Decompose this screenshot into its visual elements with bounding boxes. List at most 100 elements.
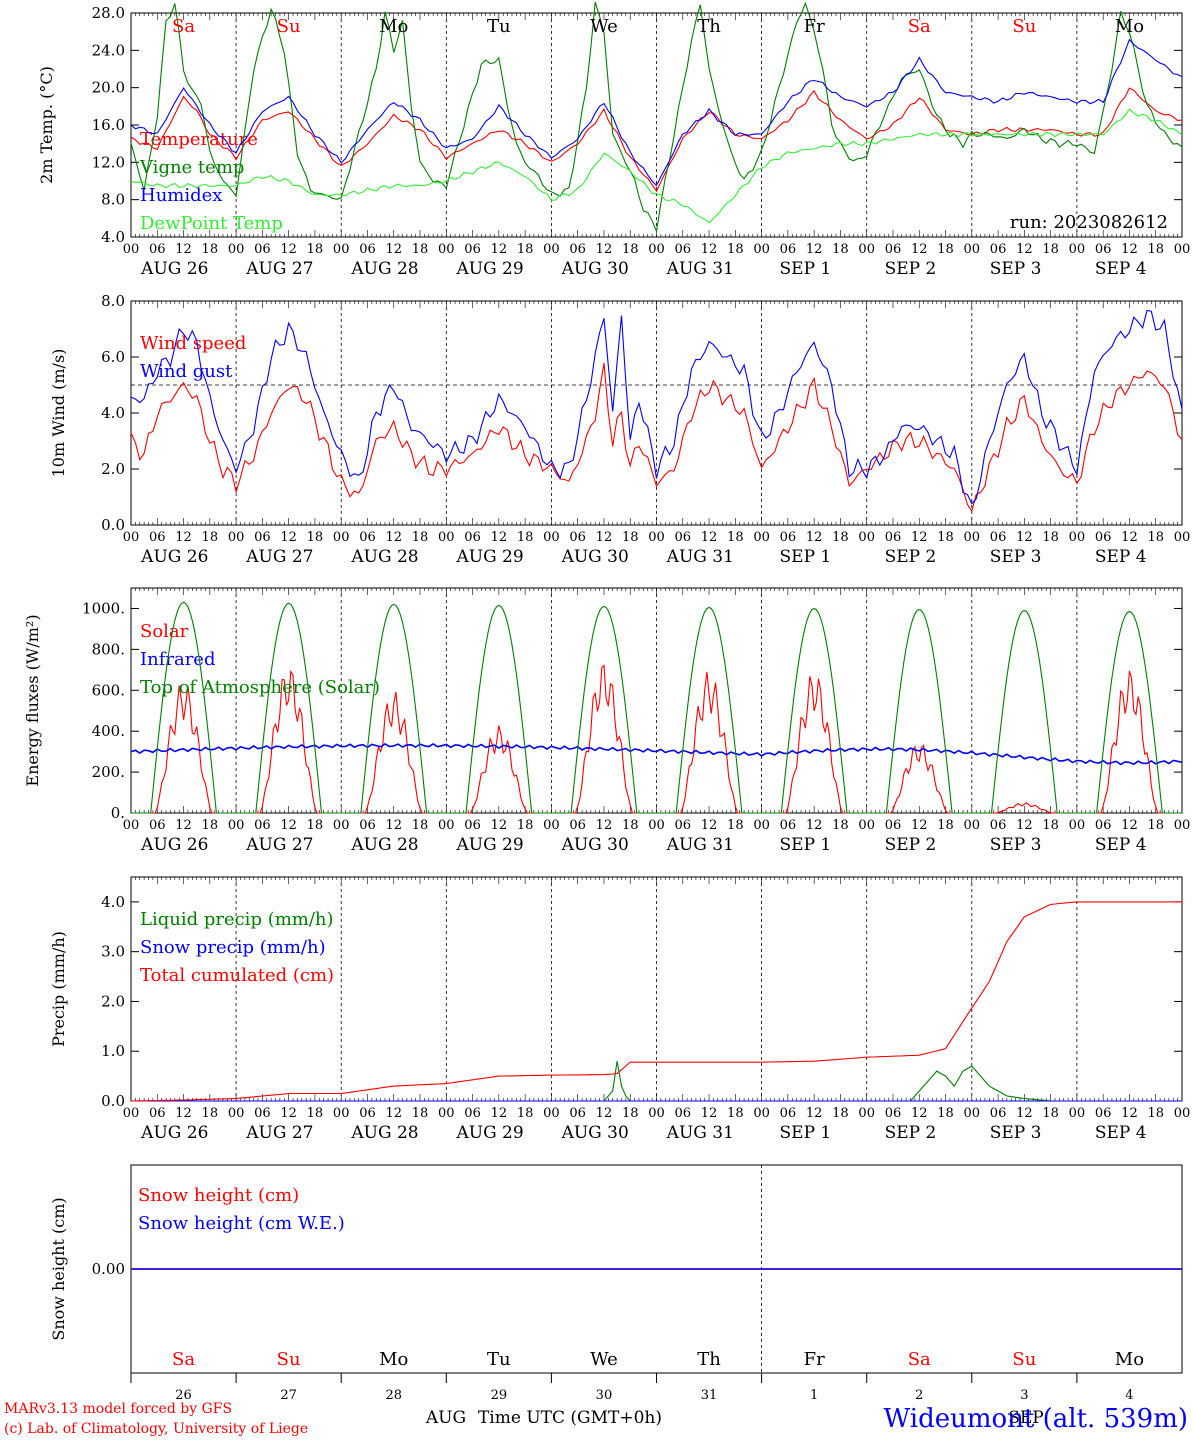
x-date-label: AUG 28 [350,835,418,855]
x-date-label: SEP 1 [780,835,832,855]
x-hour-label: 06 [990,242,1007,257]
y-tick-label: 4.0 [101,404,125,422]
x-date-label: AUG 29 [455,1123,523,1143]
bottom-day-name: Mo [1115,1349,1144,1370]
x-date-label: AUG 27 [245,835,313,855]
x-hour-label: 00 [1069,530,1086,545]
series-3 [130,108,1183,224]
series-0 [130,363,1183,513]
x-date-label: AUG 30 [561,1123,629,1143]
x-hour-label: 00 [648,530,665,545]
x-hour-label: 18 [412,818,429,833]
x-hour-label: 06 [149,1106,166,1121]
month-label-sep: SEP [1008,1408,1044,1428]
x-hour-label: 00 [648,242,665,257]
x-hour-label: 12 [385,530,402,545]
x-hour-label: 06 [569,242,586,257]
legend-entry: Snow height (cm) [138,1185,299,1206]
x-hour-label: 12 [1016,818,1033,833]
x-hour-label: 18 [622,818,639,833]
x-hour-label: 18 [517,818,534,833]
x-hour-label: 12 [175,530,192,545]
x-hour-label: 06 [254,818,271,833]
bottom-day-name: Mo [379,1349,408,1370]
x-date-label: AUG 27 [245,547,313,567]
series-2 [130,38,1183,187]
x-hour-label: 06 [990,1106,1007,1121]
x-hour-label: 06 [359,1106,376,1121]
x-hour-label: 00 [333,242,350,257]
credit-line-1: MARv3.13 model forced by GFS [4,1401,232,1417]
x-date-label: SEP 3 [990,1123,1042,1143]
x-hour-label: 12 [1121,1106,1138,1121]
x-hour-label: 12 [491,1106,508,1121]
x-hour-label: 12 [596,818,613,833]
x-hour-label: 00 [858,1106,875,1121]
bottom-day-number: 1 [810,1388,818,1403]
legend-entry: Top of Atmosphere (Solar) [140,677,380,698]
x-hour-label: 00 [753,818,770,833]
x-hour-label: 06 [675,1106,692,1121]
day-name: Su [277,16,301,37]
x-date-label: AUG 31 [666,547,734,567]
x-date-label: SEP 3 [990,547,1042,567]
y-tick-label: 2.0 [101,992,125,1010]
x-date-label: AUG 26 [140,259,208,279]
x-hour-label: 06 [675,530,692,545]
x-hour-label: 00 [1174,818,1191,833]
x-hour-label: 06 [359,242,376,257]
y-tick-label: 800. [92,640,125,658]
x-hour-label: 06 [254,1106,271,1121]
x-hour-label: 06 [464,1106,481,1121]
x-axis-title: Time UTC (GMT+0h) [478,1408,662,1428]
legend-entry: Infrared [140,649,215,670]
x-hour-label: 00 [964,242,981,257]
x-hour-label: 18 [202,242,219,257]
x-date-label: SEP 4 [1095,259,1147,279]
x-hour-label: 12 [806,242,823,257]
x-hour-label: 18 [622,1106,639,1121]
y-tick-label: 3.0 [101,943,125,961]
x-hour-label: 12 [1121,242,1138,257]
x-hour-label: 06 [675,242,692,257]
x-date-label: AUG 29 [455,259,523,279]
x-hour-label: 18 [307,530,324,545]
x-hour-label: 06 [464,242,481,257]
y-tick-label: 16.0 [92,116,125,134]
x-hour-label: 00 [753,242,770,257]
x-hour-label: 06 [885,818,902,833]
x-date-label: SEP 2 [885,1123,937,1143]
x-hour-label: 12 [280,1106,297,1121]
x-hour-label: 06 [1095,242,1112,257]
x-hour-label: 12 [385,242,402,257]
x-date-label: AUG 31 [666,1123,734,1143]
x-hour-label: 12 [1016,530,1033,545]
x-date-label: AUG 30 [561,547,629,567]
legend-entry: Snow precip (mm/h) [140,937,326,958]
x-hour-label: 12 [911,818,928,833]
x-date-label: AUG 26 [140,835,208,855]
x-hour-label: 06 [359,818,376,833]
bottom-day-name: Su [1012,1349,1036,1370]
x-hour-label: 00 [333,530,350,545]
x-hour-label: 12 [280,242,297,257]
x-date-label: SEP 4 [1095,1123,1147,1143]
series-0 [130,87,1183,193]
x-hour-label: 18 [832,242,849,257]
panel-2: 8.0 6.0 4.0 2.0 0.0 10m Wind (m/s) Wind speed W… [49,292,1190,567]
x-hour-label: 00 [964,818,981,833]
x-hour-label: 00 [964,530,981,545]
x-hour-label: 00 [858,818,875,833]
y-axis-label: Snow height (cm) [49,1197,68,1340]
y-tick-label: 4.0 [101,228,125,246]
x-hour-label: 12 [280,818,297,833]
x-hour-label: 12 [175,242,192,257]
x-hour-label: 18 [412,530,429,545]
x-date-label: AUG 27 [245,259,313,279]
y-tick-label: 0.00 [92,1260,125,1278]
x-hour-label: 06 [464,530,481,545]
x-hour-label: 12 [911,242,928,257]
legend-entry: Wind speed [140,333,246,354]
bottom-day-number: 4 [1125,1388,1133,1403]
x-hour-label: 06 [990,530,1007,545]
